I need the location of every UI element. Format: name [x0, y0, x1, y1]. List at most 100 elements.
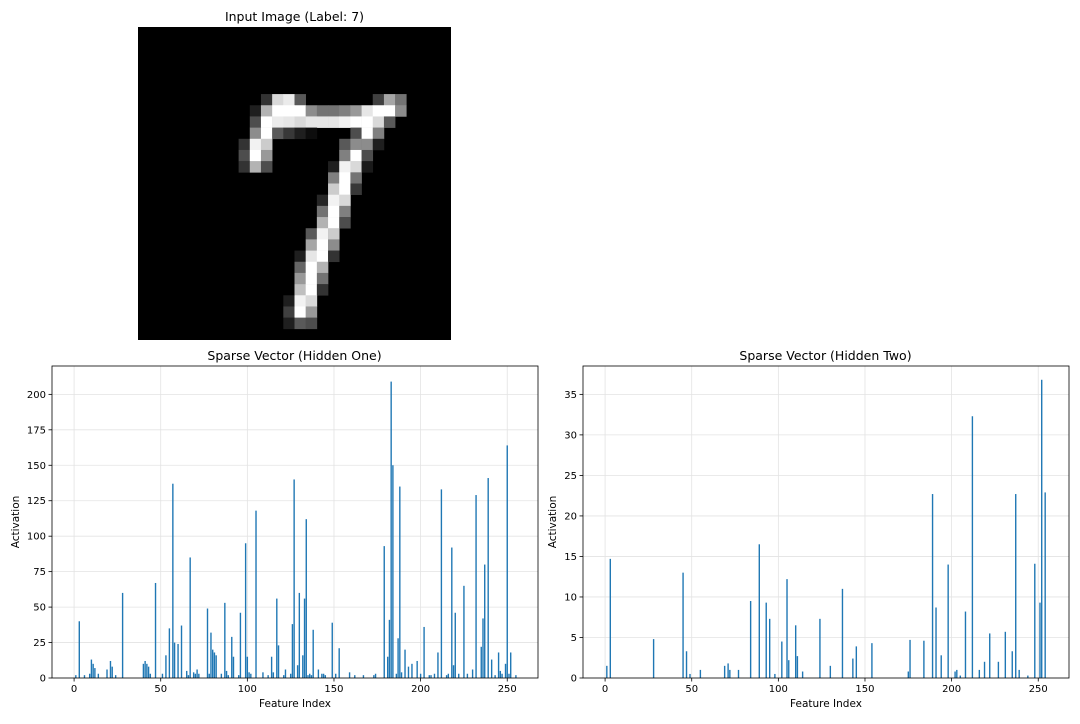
hidden-one-bar	[348, 672, 351, 678]
hidden-two-bar	[723, 665, 726, 678]
hidden-one-bar	[154, 582, 157, 678]
hidden-two-bar	[964, 611, 967, 678]
hidden-one-bar	[307, 675, 309, 678]
image-pixel	[305, 317, 318, 330]
hidden-one-bar	[88, 673, 91, 678]
hidden-one-bar	[321, 673, 323, 678]
image-pixel	[350, 138, 362, 151]
hidden-one-bar	[225, 670, 228, 678]
hidden-two-bar	[907, 671, 909, 678]
hidden-one-bar	[303, 598, 306, 678]
image-pixel	[339, 217, 351, 229]
hidden-one-bar	[227, 675, 229, 678]
hidden-two-bar	[689, 673, 691, 678]
hidden-one-bar	[508, 673, 510, 678]
image-pixel	[260, 161, 273, 173]
hidden-two-bar	[1018, 669, 1020, 678]
hidden-one-bar	[310, 675, 313, 678]
hidden-one-bar	[75, 675, 77, 678]
image-pixel	[372, 127, 385, 140]
hidden-one-bar	[232, 656, 235, 678]
image-pixel	[294, 317, 306, 330]
hidden-two-bars	[606, 379, 1046, 678]
hidden-one-bar	[480, 646, 482, 678]
hidden-one-bar	[210, 632, 212, 678]
hidden-one-bar	[90, 659, 93, 678]
hidden-two-ylabel: Activation	[547, 496, 559, 549]
hidden-one-bar	[146, 663, 148, 678]
hidden-one-bar	[392, 465, 394, 678]
hidden-one-bar	[206, 608, 209, 678]
hidden-two-bar	[796, 656, 799, 678]
hidden-two-bar	[1039, 602, 1041, 678]
hidden-one-bar	[78, 621, 80, 678]
image-pixel	[339, 138, 351, 151]
image-pixel	[339, 105, 351, 117]
hidden-one-bar	[267, 675, 269, 678]
image-pixel	[328, 194, 340, 207]
hidden-one-bar	[272, 672, 275, 678]
hidden-two-bar	[923, 640, 925, 678]
hidden-one-bar	[397, 638, 399, 678]
image-pixel	[328, 105, 340, 117]
hidden-one-bar	[387, 656, 389, 678]
hidden-one-bar	[83, 675, 86, 678]
hidden-one-bar	[198, 673, 200, 678]
hidden-one-x-tick-label: 150	[324, 684, 343, 695]
hidden-one-bar	[196, 669, 198, 678]
hidden-two-bar	[606, 665, 608, 678]
hidden-one-bar	[277, 645, 280, 678]
hidden-one-bar	[338, 648, 340, 678]
hidden-one-y-tick-label: 0	[40, 674, 46, 685]
hidden-one-bar	[506, 445, 508, 678]
image-pixel	[294, 295, 306, 307]
image-pixel	[350, 105, 362, 117]
hidden-two-bar	[989, 633, 991, 678]
hidden-one-bar	[239, 612, 242, 678]
hidden-two-bar	[956, 669, 958, 678]
hidden-two-bar	[765, 602, 767, 678]
hidden-one-bar	[437, 652, 439, 678]
image-pixel	[294, 284, 306, 296]
hidden-one-ylabel: Activation	[10, 496, 22, 549]
image-pixel	[305, 228, 318, 240]
hidden-two-bar	[940, 655, 942, 678]
hidden-one-bar	[317, 669, 320, 678]
hidden-two-title: Sparse Vector (Hidden Two)	[739, 348, 911, 363]
hidden-two-bar	[909, 639, 911, 678]
hidden-one-bar	[121, 592, 124, 678]
hidden-two-x-tick-label: 100	[769, 684, 788, 695]
hidden-one-bar	[144, 660, 146, 678]
image-pixel	[350, 183, 362, 195]
image-pixel	[372, 94, 385, 106]
hidden-one-bar	[262, 672, 264, 678]
hidden-one-bar	[475, 495, 477, 678]
image-pixel	[238, 161, 251, 173]
hidden-one-bar	[497, 652, 500, 678]
hidden-two-y-tick-label: 10	[564, 592, 577, 603]
image-pixel	[339, 116, 351, 128]
hidden-one-bar	[407, 666, 410, 678]
hidden-one-bar	[484, 564, 486, 678]
image-pixel	[361, 127, 374, 140]
image-pixel	[316, 250, 329, 263]
hidden-one-bar	[291, 624, 294, 678]
hidden-one-bar	[510, 652, 512, 678]
hidden-one-bar	[238, 675, 240, 678]
hidden-two-bar	[829, 665, 832, 678]
image-pixel	[272, 127, 284, 140]
hidden-one-bar	[494, 675, 496, 678]
hidden-two-bar	[1041, 379, 1043, 678]
hidden-one-bar	[458, 673, 460, 678]
hidden-one-bar	[433, 673, 436, 678]
image-pixel	[383, 94, 396, 106]
image-pixel	[305, 295, 318, 307]
hidden-one-y-tick-label: 100	[27, 532, 46, 543]
hidden-two-y-tick-label: 35	[564, 390, 577, 401]
hidden-two-bar	[959, 675, 961, 678]
hidden-one-bar	[165, 655, 167, 678]
hidden-one-bar	[192, 672, 195, 678]
image-pixel	[361, 138, 374, 151]
hidden-two-x-tick-label: 150	[855, 684, 874, 695]
